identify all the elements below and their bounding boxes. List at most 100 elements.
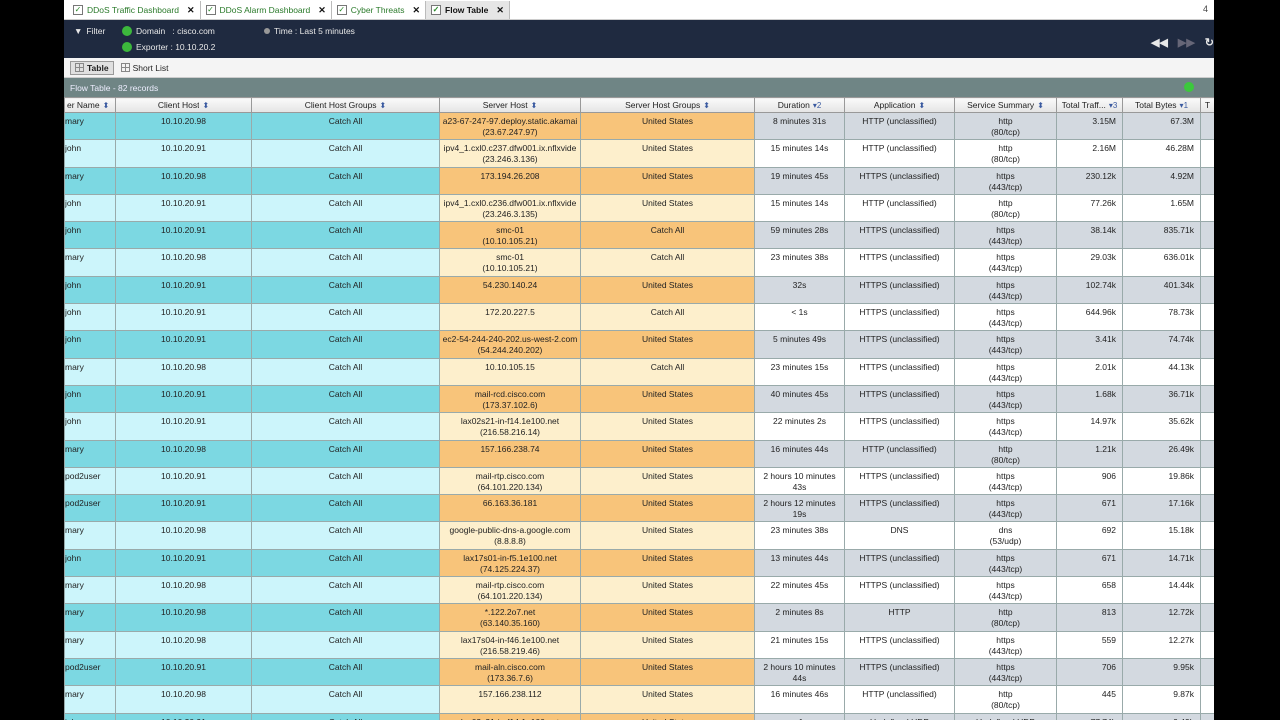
cell-service-summary: https (443/tcp) xyxy=(954,412,1057,441)
table-row[interactable]: john 10.10.20.91 Catch All smc-01 (10.10.10… xyxy=(64,221,1214,250)
table-row[interactable]: john 10.10.20.91 Catch All 54.230.140.24 Uni… xyxy=(64,275,1214,305)
table-row[interactable]: mary 10.10.20.98 Catch All a23-67-247-97.de… xyxy=(64,111,1214,141)
table-row[interactable]: mary 10.10.20.98 Catch All 157.166.238.112 U… xyxy=(64,685,1214,714)
dashboard-check-icon: ✓ xyxy=(73,5,83,15)
close-icon[interactable]: ✕ xyxy=(496,4,504,15)
table-row[interactable]: john 10.10.20.91 Catch All mail-rcd.cisco.c… xyxy=(64,384,1214,414)
cell-client-host-groups: Catch All xyxy=(251,384,440,414)
close-icon[interactable]: ✕ xyxy=(318,4,326,15)
tab-overflow-indicator[interactable]: 4 xyxy=(1202,4,1208,14)
cell-client-host-groups: Catch All xyxy=(251,275,440,305)
table-row[interactable]: mary 10.10.20.98 Catch All smc-01 (10.10.10… xyxy=(64,248,1214,277)
column-header-total-bytes[interactable]: Total Bytes ▾1 xyxy=(1122,97,1201,113)
cell-application: HTTPS (unclassified) xyxy=(844,412,955,441)
table-row[interactable]: john 10.10.20.91 Catch All ipv4_1.cxl0.c237… xyxy=(64,139,1214,168)
sort-icon[interactable]: ▾3 xyxy=(1108,100,1118,110)
sort-icon[interactable]: ⬍ xyxy=(202,100,210,110)
table-row[interactable]: mary 10.10.20.98 Catch All mail-rtp.cisco.c… xyxy=(64,576,1214,605)
sort-icon[interactable]: ⬍ xyxy=(530,100,538,110)
table-row[interactable]: john 10.10.20.91 Catch All lax17s01-in-f5.1… xyxy=(64,548,1214,578)
cell-server-host: 173.194.26.208 xyxy=(439,166,581,195)
column-header-application[interactable]: Application ⬍ xyxy=(844,97,955,113)
column-header-service-summary[interactable]: Service Summary ⬍ xyxy=(954,97,1057,113)
cell-duration: 15 minutes 14s xyxy=(754,193,845,223)
close-icon[interactable]: ✕ xyxy=(186,4,195,15)
table-row[interactable]: mary 10.10.20.98 Catch All *.122.2o7.net (6… xyxy=(64,603,1214,632)
cell-application: HTTPS (unclassified) xyxy=(844,248,955,277)
cell-t xyxy=(1200,384,1214,414)
tab-cyber-threats[interactable]: ✓ Cyber Threats ✕ xyxy=(332,1,427,19)
go-icon[interactable] xyxy=(1184,82,1194,92)
fast-forward-icon[interactable]: ▶▶ xyxy=(1177,37,1195,49)
column-header-client-host[interactable]: Client Host ⬍ xyxy=(115,97,252,113)
cell-application: Undefined UDP xyxy=(844,712,955,720)
table-row[interactable]: pod2user 10.10.20.91 Catch All mail-rtp.cis… xyxy=(64,466,1214,496)
table-row[interactable]: john 10.10.20.91 Catch All ipv4_1.cxl0.c236… xyxy=(64,193,1214,223)
column-header-duration[interactable]: Duration ▾2 xyxy=(754,97,845,113)
table-row[interactable]: mary 10.10.20.98 Catch All lax17s04-in-f46.… xyxy=(64,630,1214,659)
sort-icon[interactable]: ⬍ xyxy=(703,100,710,110)
bullet-icon xyxy=(264,28,270,34)
cell-server-host-groups: United States xyxy=(580,412,755,441)
column-label: Server Host xyxy=(482,100,528,110)
column-header-client-host-groups[interactable]: Client Host Groups ⬍ xyxy=(251,97,440,113)
flow-table-app: ✓ DDoS Traffic Dashboard ✕ ✓ DDoS Alarm Das… xyxy=(64,0,1214,720)
refresh-icon[interactable]: ↻ xyxy=(1204,37,1214,49)
cell-application: HTTPS (unclassified) xyxy=(844,466,955,496)
cell-total-traffic: 14.97k xyxy=(1056,412,1123,441)
column-label: Total Bytes xyxy=(1134,100,1177,110)
table-row[interactable]: john 10.10.20.91 Catch All ec2-54-244-240-2… xyxy=(64,330,1214,359)
filter-button[interactable]: ▼ Filter xyxy=(74,26,106,36)
table-row[interactable]: john 10.10.20.91 Catch All 172.20.227.5 Catc… xyxy=(64,303,1214,332)
domain-filter[interactable]: Domain : cisco.com xyxy=(122,26,215,36)
column-header-user-name[interactable]: er Name ⬍ xyxy=(64,97,116,113)
tab-ddos-traffic-dashboard[interactable]: ✓ DDoS Traffic Dashboard ✕ xyxy=(68,1,201,19)
table-row[interactable]: mary 10.10.20.98 Catch All 157.166.238.74 Un… xyxy=(64,439,1214,468)
cell-total-bytes: 17.16k xyxy=(1122,494,1201,523)
table-row[interactable]: mary 10.10.20.98 Catch All google-public-dn… xyxy=(64,521,1214,550)
view-switcher: Table Short List xyxy=(64,58,1214,78)
sort-icon[interactable]: ⬍ xyxy=(102,100,110,110)
cell-total-bytes: 14.71k xyxy=(1122,548,1201,578)
cell-total-traffic: 906 xyxy=(1056,466,1123,496)
table-row[interactable]: mary 10.10.20.98 Catch All 173.194.26.208 Un… xyxy=(64,166,1214,195)
table-row[interactable]: pod2user 10.10.20.91 Catch All mail-aln.cis… xyxy=(64,657,1214,687)
sort-icon[interactable]: ⬍ xyxy=(379,100,387,110)
sort-icon[interactable]: ⬍ xyxy=(1037,100,1044,110)
cell-server-host-groups: United States xyxy=(580,630,755,659)
tab-flow-table[interactable]: ✓ Flow Table ✕ xyxy=(426,1,510,19)
cell-t xyxy=(1200,111,1214,141)
cell-total-traffic: 658 xyxy=(1056,576,1123,605)
cell-duration: 23 minutes 38s xyxy=(754,248,845,277)
cell-client-host: 10.10.20.98 xyxy=(115,630,252,659)
cell-server-host-groups: Catch All xyxy=(580,303,755,332)
time-filter[interactable]: Time : Last 5 minutes xyxy=(264,26,355,36)
cell-client-host-groups: Catch All xyxy=(251,494,440,523)
exporter-filter[interactable]: Exporter : 10.10.20.2 xyxy=(122,42,215,52)
table-view-button[interactable]: Table xyxy=(70,60,114,75)
cell-client-host-groups: Catch All xyxy=(251,193,440,223)
sort-icon[interactable]: ▾2 xyxy=(812,100,822,110)
cell-server-host: 157.166.238.74 xyxy=(439,439,581,468)
cell-client-host-groups: Catch All xyxy=(251,111,440,141)
cell-client-host-groups: Catch All xyxy=(251,439,440,468)
cell-user-name: john xyxy=(64,193,116,223)
rewind-icon[interactable]: ◀◀ xyxy=(1150,37,1168,49)
table-row[interactable]: pod2user 10.10.20.91 Catch All 66.163.36.18… xyxy=(64,494,1214,523)
tab-ddos-alarm-dashboard[interactable]: ✓ DDoS Alarm Dashboard ✕ xyxy=(201,1,332,19)
cell-client-host: 10.10.20.91 xyxy=(115,412,252,441)
column-header-t[interactable]: T xyxy=(1200,97,1214,113)
sort-icon[interactable]: ▾1 xyxy=(1179,100,1189,110)
short-list-view-button[interactable]: Short List xyxy=(116,61,174,75)
column-label: er Name xyxy=(67,100,100,110)
column-header-total-traffic[interactable]: Total Traff... ▾3 xyxy=(1056,97,1123,113)
table-row[interactable]: mary 10.10.20.98 Catch All 10.10.105.15 Catc… xyxy=(64,357,1214,386)
cell-t xyxy=(1200,275,1214,305)
column-header-server-host[interactable]: Server Host ⬍ xyxy=(439,97,581,113)
column-header-server-host-groups[interactable]: Server Host Groups ⬍ xyxy=(580,97,755,113)
sort-icon[interactable]: ⬍ xyxy=(918,100,926,110)
close-icon[interactable]: ✕ xyxy=(412,4,421,15)
table-header: er Name ⬍ Client Host ⬍ Client Host Groups ⬍ S… xyxy=(64,97,1214,113)
